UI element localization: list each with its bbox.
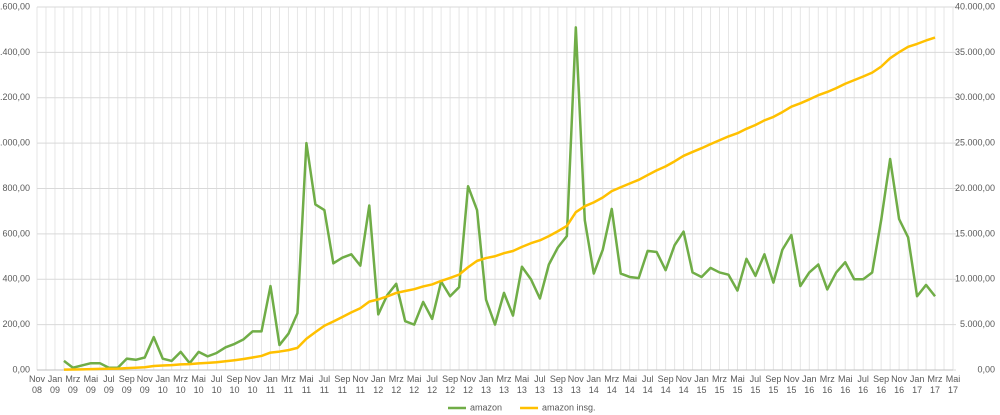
y-tick-label: 1.600,00 — [0, 1, 30, 11]
x-tick-label: Sep 14 — [657, 374, 674, 395]
x-tick-label: Mai 14 — [622, 374, 637, 395]
x-tick-label: Sep 16 — [873, 374, 890, 395]
x-tick-label: Nov 15 — [783, 374, 800, 395]
x-tick-label: Jul 11 — [318, 374, 331, 395]
x-tick-label: Mai 16 — [837, 374, 853, 395]
legend-label: amazon insg. — [542, 402, 596, 412]
y2-tick-label: 40.000,00 — [955, 1, 995, 11]
x-tick-label: Nov 14 — [675, 374, 692, 395]
x-tick-label: Jul 14 — [641, 374, 654, 395]
x-tick-label: Jul 10 — [210, 374, 223, 395]
x-tick-label: Sep 15 — [765, 374, 782, 395]
y2-tick-label: 10.000,00 — [955, 274, 995, 284]
y2-tick-label: 35.000,00 — [955, 47, 995, 57]
y-tick-label: 1.200,00 — [0, 92, 30, 102]
x-tick-label: Nov 12 — [460, 374, 477, 395]
y-tick-label: 400,00 — [2, 274, 30, 284]
x-tick-label: Nov 09 — [136, 374, 153, 395]
x-tick-label: Nov 11 — [352, 374, 369, 395]
series-line — [63, 36, 936, 371]
x-tick-label: Mrz 12 — [388, 374, 404, 395]
y-tick-label: 1.000,00 — [0, 138, 30, 148]
y-tick-label: 0,00 — [12, 364, 30, 374]
y2-tick-label: 15.000,00 — [955, 228, 995, 238]
x-tick-label: Jan 10 — [155, 374, 170, 395]
x-tick-label: Jan 17 — [909, 374, 925, 395]
x-tick-label: Jul 09 — [103, 374, 115, 395]
x-tick-label: Mai 12 — [406, 374, 422, 395]
x-tick-label: Sep 12 — [442, 374, 459, 395]
x-tick-label: Jul 13 — [534, 374, 546, 395]
x-tick-label: Sep 11 — [334, 374, 351, 395]
x-tick-label: Jan 15 — [694, 374, 709, 395]
y-tick-label: 200,00 — [2, 319, 30, 329]
x-tick-label: Mrz 10 — [173, 374, 189, 395]
legend-label: amazon — [470, 402, 502, 412]
x-tick-label: Jan 11 — [263, 374, 278, 395]
x-tick-label: Mrz 09 — [65, 374, 81, 395]
y2-tick-label: 20.000,00 — [955, 183, 995, 193]
x-tick-label: Jul 15 — [749, 374, 762, 395]
y2-tick-label: 25.000,00 — [955, 138, 995, 148]
x-tick-label: Jan 13 — [478, 374, 494, 395]
x-tick-label: Mrz 14 — [604, 374, 620, 395]
x-tick-label: Jul 16 — [857, 374, 869, 395]
x-tick-label: Sep 13 — [549, 374, 566, 395]
x-tick-label: Sep 09 — [118, 374, 135, 395]
series-line — [63, 26, 937, 369]
x-tick-label: Mrz 15 — [712, 374, 727, 395]
x-tick-label: Mrz 11 — [280, 374, 296, 395]
x-tick-label: Mrz 17 — [927, 374, 943, 395]
x-tick-label: Nov 16 — [891, 374, 908, 395]
x-tick-label: Mai 17 — [945, 374, 961, 395]
x-tick-label: Mai 10 — [191, 374, 206, 395]
x-tick-label: Jan 09 — [47, 374, 63, 395]
x-tick-label: Mai 13 — [514, 374, 530, 395]
x-tick-label: Nov 13 — [567, 374, 584, 395]
x-tick-label: Mrz 13 — [496, 374, 512, 395]
y-tick-label: 1.400,00 — [0, 47, 30, 57]
y-tick-label: 600,00 — [2, 228, 30, 238]
x-tick-label: Mai 09 — [83, 374, 99, 395]
x-tick-label: Mai 15 — [730, 374, 745, 395]
x-tick-label: Nov 10 — [244, 374, 261, 395]
x-tick-label: Jul 12 — [426, 374, 438, 395]
x-tick-label: Jan 14 — [586, 374, 602, 395]
y2-tick-label: 0,00 — [977, 364, 995, 374]
x-tick-label: Jan 12 — [370, 374, 386, 395]
y2-tick-label: 30.000,00 — [955, 92, 995, 102]
y-tick-label: 800,00 — [2, 183, 30, 193]
x-tick-label: Mrz 16 — [819, 374, 835, 395]
x-tick-label: Jan 16 — [802, 374, 817, 395]
x-tick-label: Mai 11 — [299, 374, 314, 395]
y2-tick-label: 5.000,00 — [960, 319, 995, 329]
x-tick-label: Nov 08 — [28, 374, 45, 395]
x-tick-label: Sep 10 — [226, 374, 243, 395]
